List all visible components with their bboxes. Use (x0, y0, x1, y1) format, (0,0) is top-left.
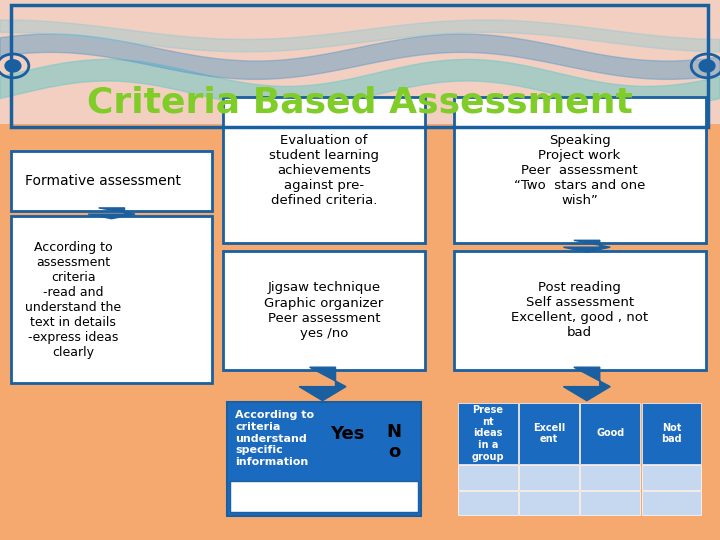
Text: Evaluation of
student learning
achievements
against pre-
defined criteria.: Evaluation of student learning achieveme… (269, 133, 379, 207)
Text: Good: Good (596, 428, 624, 438)
FancyBboxPatch shape (454, 251, 706, 370)
FancyBboxPatch shape (454, 97, 706, 243)
Polygon shape (89, 208, 135, 219)
FancyBboxPatch shape (519, 491, 579, 515)
FancyBboxPatch shape (519, 403, 579, 464)
FancyBboxPatch shape (519, 465, 579, 490)
FancyBboxPatch shape (458, 465, 518, 490)
Text: Prese
nt
ideas
in a
group: Prese nt ideas in a group (472, 406, 504, 462)
FancyBboxPatch shape (11, 216, 212, 383)
FancyBboxPatch shape (227, 402, 421, 516)
FancyBboxPatch shape (580, 491, 640, 515)
Text: Not
bad: Not bad (661, 423, 682, 444)
Polygon shape (563, 240, 610, 252)
Text: Yes: Yes (330, 425, 364, 443)
Circle shape (700, 60, 714, 71)
FancyBboxPatch shape (580, 403, 640, 464)
FancyBboxPatch shape (0, 0, 720, 124)
Text: Formative assessment: Formative assessment (25, 174, 181, 188)
FancyBboxPatch shape (642, 403, 701, 464)
FancyBboxPatch shape (458, 491, 518, 515)
Text: N
o: N o (387, 423, 402, 461)
FancyBboxPatch shape (11, 151, 212, 211)
Polygon shape (300, 367, 346, 401)
Text: Speaking
Project work
Peer  assessment
“Two  stars and one
wish”: Speaking Project work Peer assessment “T… (514, 133, 645, 207)
Text: Post reading
Self assessment
Excellent, good , not
bad: Post reading Self assessment Excellent, … (511, 281, 648, 340)
Text: Jigsaw technique
Graphic organizer
Peer assessment
yes /no: Jigsaw technique Graphic organizer Peer … (264, 281, 384, 340)
FancyBboxPatch shape (223, 97, 425, 243)
FancyBboxPatch shape (223, 251, 425, 370)
Circle shape (6, 60, 20, 71)
Text: Criteria Based Assessment: Criteria Based Assessment (87, 86, 633, 119)
FancyBboxPatch shape (230, 481, 418, 512)
Polygon shape (563, 367, 610, 401)
FancyBboxPatch shape (642, 491, 701, 515)
Text: According to
criteria
understand
specific
information: According to criteria understand specifi… (235, 410, 315, 467)
Text: Excell
ent: Excell ent (533, 423, 565, 444)
FancyBboxPatch shape (642, 465, 701, 490)
FancyBboxPatch shape (580, 465, 640, 490)
Text: According to
assessment
criteria
-read and
understand the
text in details
-expre: According to assessment criteria -read a… (25, 241, 122, 359)
FancyBboxPatch shape (458, 403, 518, 464)
